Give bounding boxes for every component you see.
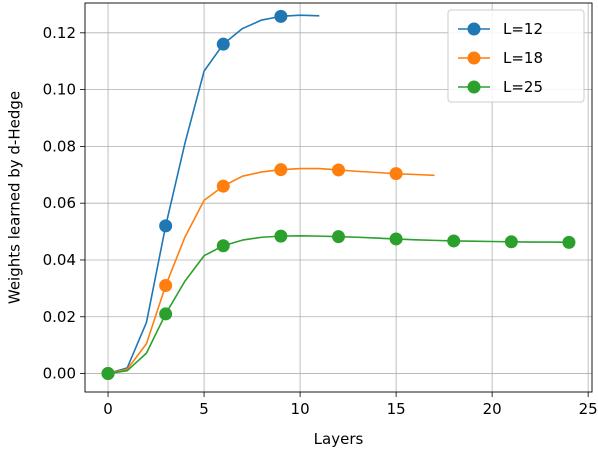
y-tick-label: 0.04 [43,251,76,269]
x-tick-label: 25 [579,400,598,418]
y-axis-title: Weights learned by d-Hedge [6,91,24,304]
x-tick-label: 20 [483,400,502,418]
legend-marker [467,51,481,65]
series-L=18 [101,163,435,381]
tick-labels: 0 5 10 15 20 25 0.00 0.02 0.04 0.06 0.08 0.10 0.12 [43,24,598,418]
x-tick-label: 15 [387,400,406,418]
data-point [562,235,576,249]
legend: L=12 L=18 L=25 [447,9,585,103]
x-tick-label: 5 [199,400,209,418]
data-point [159,279,173,293]
legend-label: L=25 [503,78,543,96]
legend-label: L=12 [503,20,543,38]
legend-item: L=25 [458,78,543,96]
data-point [389,167,403,181]
series-L=25 [101,229,576,381]
y-tick-label: 0.02 [43,308,76,326]
y-tick-label: 0.00 [43,365,76,383]
data-point [274,9,288,23]
plot-frame [84,2,593,393]
series-line [107,14,320,375]
data-point [274,163,288,177]
data-point [274,229,288,243]
legend-marker [467,80,481,94]
x-tick-label: 10 [291,400,310,418]
data-point [216,179,230,193]
series-lines [101,9,576,381]
data-point [332,163,345,177]
data-point [216,239,230,253]
legend-item: L=12 [458,20,543,38]
x-axis-title: Layers [314,430,364,448]
data-point [101,367,115,381]
data-point [389,232,403,246]
y-tick-label: 0.12 [43,24,76,42]
y-tick-label: 0.08 [43,137,76,155]
data-point [159,219,173,233]
legend-marker [467,22,481,36]
y-tick-label: 0.10 [43,81,76,99]
legend-label: L=18 [503,49,543,67]
legend-item: L=18 [458,49,543,67]
data-point [332,230,345,244]
axes [80,2,593,397]
series-line [107,167,435,375]
data-point [447,234,461,248]
data-point [504,235,518,249]
data-point [159,307,173,321]
x-tick-label: 0 [103,400,113,418]
y-tick-label: 0.06 [43,194,76,212]
legend-box [447,9,585,103]
data-point [216,37,230,51]
